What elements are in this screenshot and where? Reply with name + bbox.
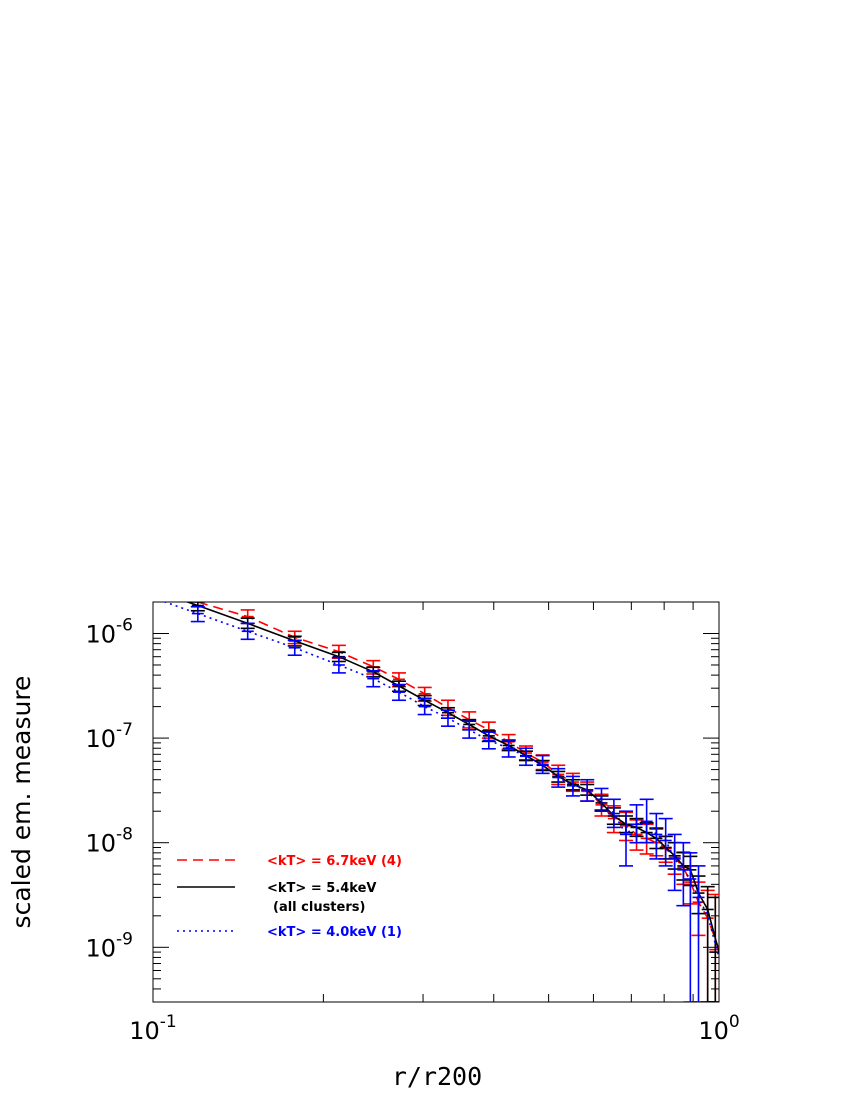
errorbar-cool: [691, 865, 706, 1002]
errorbar-cool: [518, 747, 533, 767]
y-tick-label-exponent: -7: [116, 720, 133, 740]
x-tick-label-exponent: 0: [729, 1012, 740, 1032]
y-tick-label-exponent: -6: [116, 615, 133, 635]
errorbar-cool: [481, 731, 496, 750]
y-tick-label: 10-6: [86, 615, 134, 648]
x-axis-label: r/r200: [392, 1062, 482, 1091]
errorbar-cool: [629, 804, 644, 844]
errorbar-cool: [658, 817, 673, 867]
tick-labels: 10-610-710-810-910-1 100: [86, 615, 740, 1045]
plot-frame: [152, 601, 720, 1003]
y-tick-label-base: 10: [86, 725, 117, 753]
errorbar-cool: [440, 709, 455, 727]
errorbar-cool: [287, 639, 302, 657]
series-line-all: [185, 602, 719, 953]
y-axis-label: scaled em. measure: [7, 676, 36, 929]
y-tick-label: 10-8: [86, 825, 134, 858]
errorbar-cool: [190, 605, 205, 623]
legend: <kT> = 6.7keV (4) <kT> = 5.4keV (all clust…: [177, 854, 402, 940]
x-tick-label-base: 10: [698, 1017, 729, 1045]
errorbar-cool: [594, 787, 609, 813]
series-all: [185, 602, 719, 1002]
errorbar-cool: [331, 656, 346, 674]
errorbar-cool: [580, 778, 595, 802]
errorbar-cool: [565, 775, 580, 797]
legend-sublabel: (all clusters): [273, 900, 365, 915]
y-tick-label-exponent: -8: [116, 825, 133, 845]
errorbar-cool: [667, 833, 682, 892]
series-line-hot: [195, 602, 719, 950]
legend-label: <kT> = 4.0keV (1): [267, 925, 402, 940]
errorbar-cool: [619, 810, 634, 867]
errorbar-cool: [551, 767, 566, 788]
errorbar-cool: [676, 841, 691, 907]
y-tick-label: 10-7: [86, 720, 134, 753]
legend-label: <kT> = 5.4keV: [267, 881, 376, 896]
legend-label: <kT> = 6.7keV (4): [267, 854, 402, 869]
errorbar-cool: [417, 697, 432, 716]
errorbar-cool: [501, 739, 516, 758]
x-tick-label-exponent: -1: [160, 1012, 177, 1032]
y-tick-label-base: 10: [86, 620, 117, 648]
axis-ticks: [152, 601, 720, 1003]
errorbar-cool: [639, 798, 654, 844]
errorbar-cool: [462, 720, 477, 739]
errorbar-all: [700, 885, 715, 1002]
errorbar-cool: [606, 798, 621, 829]
errorbar-all: [708, 896, 719, 1002]
errorbar-cool: [535, 754, 550, 775]
series-line-cool: [162, 602, 719, 958]
errorbar-cool: [649, 812, 664, 860]
plot-area: [162, 602, 719, 1002]
errorbar-cool: [240, 622, 255, 641]
series-hot: [195, 602, 719, 1002]
errorbar-cool: [366, 669, 381, 688]
x-tick-label: 10-1: [129, 1012, 177, 1045]
x-tick-label-base: 10: [129, 1017, 160, 1045]
errorbar-cool: [391, 683, 406, 702]
x-tick-label: 100: [698, 1012, 739, 1045]
series-cool: [162, 602, 719, 1002]
y-tick-label-base: 10: [86, 830, 117, 858]
y-tick-label-exponent: -9: [116, 929, 133, 949]
y-tick-label: 10-9: [86, 929, 134, 962]
y-tick-label-base: 10: [86, 934, 117, 962]
errorbar-cool: [683, 852, 698, 1002]
